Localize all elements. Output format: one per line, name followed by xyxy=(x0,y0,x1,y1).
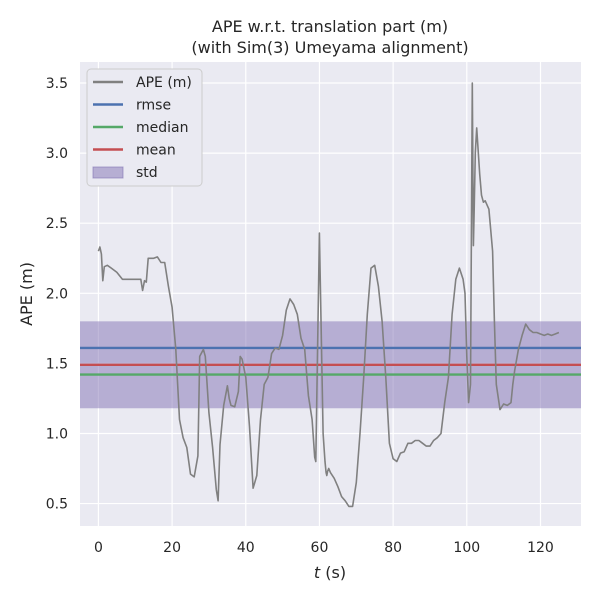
y-tick-label: 2.0 xyxy=(46,286,68,302)
legend-label: mean xyxy=(136,143,176,159)
x-axis-label-unit: (s) xyxy=(320,563,346,582)
x-tick-label: 120 xyxy=(527,540,554,556)
y-axis-ticks: 0.5 1.0 1.5 2.0 2.5 3.0 3.5 xyxy=(46,76,68,513)
ape-series-line xyxy=(97,82,560,508)
y-tick-label: 3.5 xyxy=(46,76,68,92)
y-tick-label: 2.5 xyxy=(46,216,68,232)
x-tick-label: 40 xyxy=(237,540,255,556)
legend-label: median xyxy=(136,120,188,136)
x-tick-label: 20 xyxy=(163,540,181,556)
y-tick-label: 1.5 xyxy=(46,356,68,372)
x-tick-label: 60 xyxy=(311,540,329,556)
series-layer xyxy=(97,82,560,508)
chart-subtitle: (with Sim(3) Umeyama alignment) xyxy=(191,38,468,57)
legend-label: APE (m) xyxy=(136,75,192,91)
stat-lines xyxy=(80,346,581,376)
x-tick-label: 0 xyxy=(94,540,103,556)
legend: APE (m) rmse median mean std xyxy=(86,68,203,187)
x-tick-label: 100 xyxy=(453,540,480,556)
legend-swatch-std xyxy=(92,166,124,179)
y-tick-label: 0.5 xyxy=(46,497,68,513)
legend-label: std xyxy=(136,165,158,181)
x-axis-ticks: 0 20 40 60 80 100 120 xyxy=(94,540,554,556)
x-axis-label-variable: t xyxy=(314,563,321,582)
chart-title: APE w.r.t. translation part (m) xyxy=(212,17,448,36)
y-tick-label: 1.0 xyxy=(46,426,68,442)
legend-label: rmse xyxy=(136,98,171,114)
x-axis-label: t (s) xyxy=(314,563,346,582)
legend-frame xyxy=(86,68,203,187)
y-tick-label: 3.0 xyxy=(46,146,68,162)
x-tick-label: 80 xyxy=(384,540,402,556)
y-axis-label: APE (m) xyxy=(17,262,36,326)
